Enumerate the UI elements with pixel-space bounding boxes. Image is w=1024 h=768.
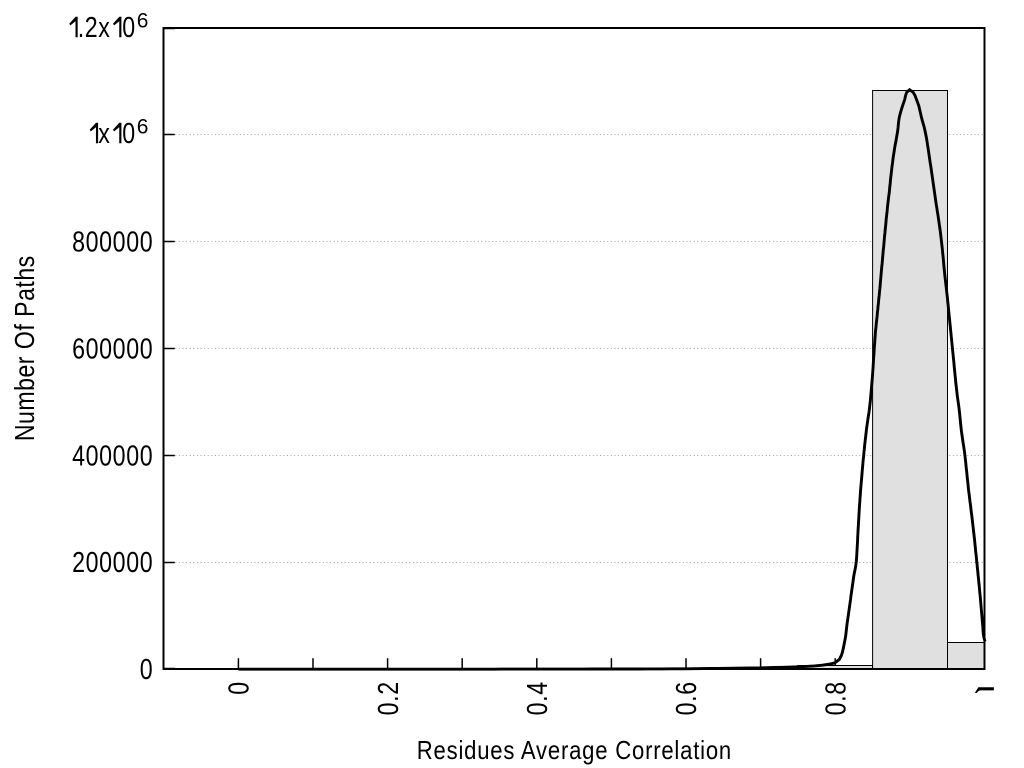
svg-text:.2: .2	[78, 11, 99, 44]
svg-text:x: x	[98, 117, 110, 150]
svg-text:Number Of Paths: Number Of Paths	[10, 255, 40, 441]
svg-text:400000: 400000	[72, 439, 153, 472]
svg-text:600000: 600000	[72, 332, 153, 365]
svg-text:0: 0	[140, 652, 154, 685]
svg-text:0.4: 0.4	[520, 681, 553, 715]
svg-text:0: 0	[222, 681, 255, 695]
svg-text:0.6: 0.6	[670, 681, 703, 715]
svg-text:6: 6	[137, 10, 149, 33]
svg-text:0: 0	[122, 11, 136, 44]
svg-text:Residues Average Correlation: Residues Average Correlation	[417, 736, 732, 765]
svg-text:800000: 800000	[72, 225, 153, 258]
svg-text:0.2: 0.2	[371, 681, 404, 715]
svg-text:x: x	[98, 11, 110, 44]
svg-text:200000: 200000	[72, 546, 153, 579]
svg-text:6: 6	[137, 116, 149, 139]
svg-text:0: 0	[122, 117, 136, 150]
svg-text:0.8: 0.8	[819, 681, 852, 715]
